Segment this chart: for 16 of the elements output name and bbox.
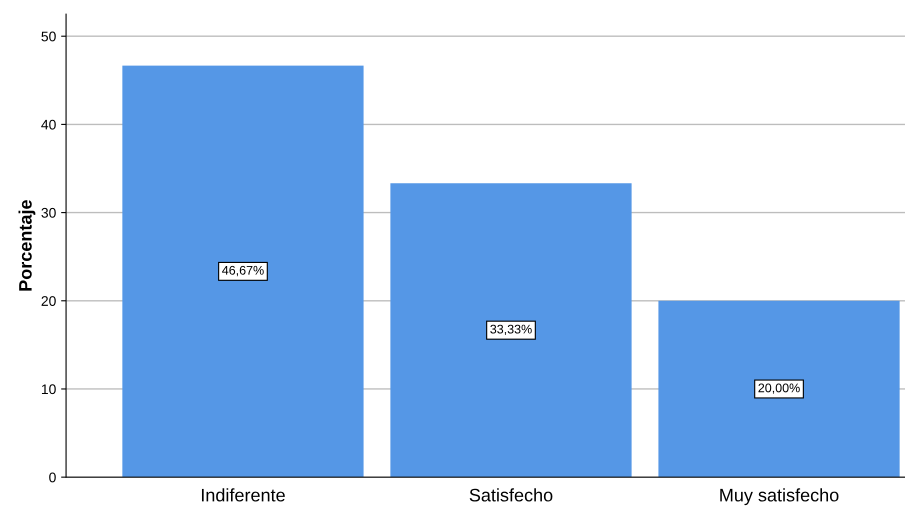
bar xyxy=(122,66,364,478)
data-label: 33,33% xyxy=(490,324,532,336)
bar xyxy=(658,300,900,478)
y-tick-label: 0 xyxy=(49,472,56,482)
x-tick-label: Indiferente xyxy=(202,488,285,502)
x-tick-label: Satisfecho xyxy=(470,488,552,502)
x-tick-label: Muy satisfecho xyxy=(720,488,838,506)
y-axis-title: Porcentaje xyxy=(18,200,36,291)
y-tick-label: 30 xyxy=(41,208,56,218)
bar xyxy=(390,183,632,478)
data-label: 20,00% xyxy=(758,383,800,394)
y-tick-label: 10 xyxy=(42,384,56,394)
data-label: 46,67% xyxy=(222,266,264,276)
y-tick-label: 50 xyxy=(41,32,56,42)
y-tick-label: 40 xyxy=(41,120,56,130)
y-tick-label: 20 xyxy=(42,296,56,306)
